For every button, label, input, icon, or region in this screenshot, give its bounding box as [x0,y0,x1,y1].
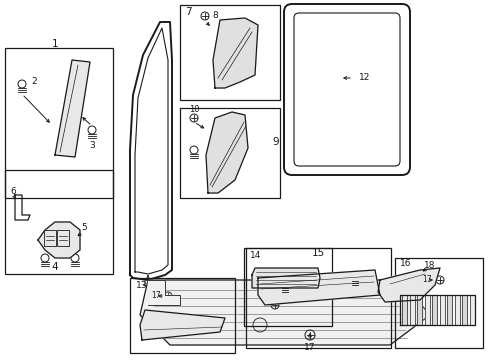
Polygon shape [213,18,258,88]
Text: 9: 9 [271,137,278,147]
Text: 2: 2 [31,77,37,86]
Polygon shape [377,268,439,302]
Polygon shape [205,112,247,193]
Polygon shape [140,280,429,345]
Text: 12: 12 [359,73,370,82]
Polygon shape [401,295,406,325]
Text: 11: 11 [142,279,153,288]
Bar [5,170,113,274]
Polygon shape [55,60,90,157]
Polygon shape [416,295,421,325]
Bar [130,278,235,353]
Polygon shape [439,295,444,325]
Polygon shape [258,270,379,305]
Text: 18: 18 [424,261,435,270]
Polygon shape [453,295,459,325]
Text: 8: 8 [212,12,218,21]
Text: 17: 17 [304,342,315,351]
Polygon shape [140,310,224,340]
Text: 17: 17 [421,275,431,284]
Polygon shape [431,295,436,325]
Text: 4: 4 [52,262,58,272]
Polygon shape [468,295,473,325]
Text: 6: 6 [10,188,16,197]
Polygon shape [148,280,180,305]
Text: 17: 17 [151,292,161,301]
Polygon shape [408,295,414,325]
Text: 13: 13 [136,282,147,291]
Text: 1: 1 [52,39,58,49]
Bar [394,258,482,348]
Bar [180,108,280,198]
Bar [44,230,56,246]
Polygon shape [461,295,466,325]
Bar [57,230,69,246]
Polygon shape [38,222,80,258]
Bar [180,5,280,100]
Bar [244,248,331,326]
Text: 16: 16 [399,258,411,267]
Text: 15: 15 [311,248,324,258]
Text: 5: 5 [81,224,87,233]
Text: 10: 10 [188,105,199,114]
Polygon shape [446,295,451,325]
Polygon shape [251,268,319,288]
Text: 7: 7 [184,7,191,17]
Text: 14: 14 [249,252,261,261]
Bar [5,48,113,198]
Text: 3: 3 [89,140,95,149]
Bar [245,248,390,348]
Polygon shape [424,295,428,325]
